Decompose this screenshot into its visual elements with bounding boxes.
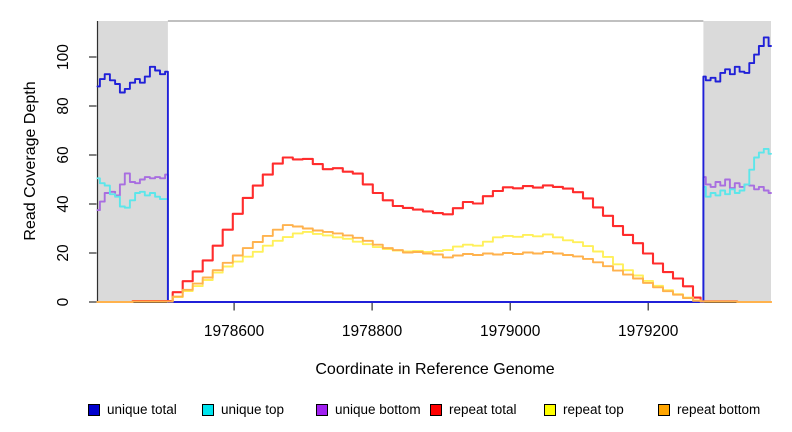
y-tick-label: 80 bbox=[55, 97, 72, 115]
x-tick-label: 1978600 bbox=[204, 323, 265, 340]
shaded-region-left bbox=[97, 21, 168, 302]
y-tick-label: 100 bbox=[55, 44, 72, 70]
shaded-region-right bbox=[703, 21, 771, 302]
series-line-repeat-total bbox=[96, 156, 773, 304]
y-tick-label: 20 bbox=[55, 244, 72, 262]
x-tick-label: 1979000 bbox=[480, 323, 541, 340]
x-axis-title: Coordinate in Reference Genome bbox=[315, 361, 555, 378]
y-axis-title: Read Coverage Depth bbox=[22, 81, 39, 241]
series-line-unique-total bbox=[96, 36, 772, 303]
series-line-repeat-bottom bbox=[96, 224, 772, 303]
x-tick-label: 1978800 bbox=[342, 323, 403, 340]
y-tick-label: 60 bbox=[55, 146, 72, 164]
x-tick-label: 1979200 bbox=[618, 323, 679, 340]
y-tick-label: 0 bbox=[55, 297, 72, 306]
y-tick-label: 40 bbox=[55, 195, 72, 213]
series-line-unique-top bbox=[96, 147, 772, 303]
